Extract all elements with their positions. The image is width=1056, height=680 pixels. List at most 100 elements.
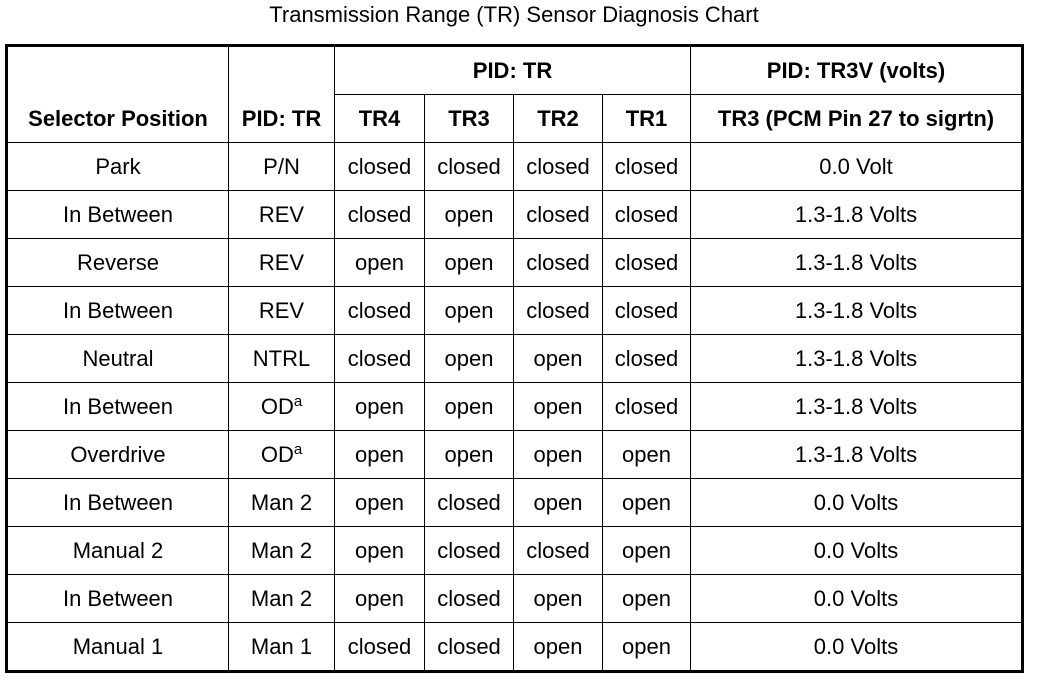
table-cell: Man 2 [228, 526, 335, 575]
table-cell: closed [334, 334, 425, 383]
table-cell: open [513, 334, 603, 383]
table-cell: closed [424, 142, 514, 191]
cell-text: OD [260, 394, 294, 419]
table-cell: open [334, 478, 425, 527]
table-cell: 0.0 Volts [690, 574, 1023, 623]
table-row: Reverse REV open open closed closed 1.3-1.8 Vo… [6, 238, 1023, 287]
table-cell: open [334, 382, 425, 431]
table-cell: open [424, 382, 514, 431]
table-cell: open [513, 478, 603, 527]
table-cell: closed [602, 382, 691, 431]
table-cell: open [513, 622, 603, 672]
table-cell: open [334, 430, 425, 479]
table-cell: closed [334, 142, 425, 191]
table-cell: open [424, 190, 514, 239]
table-cell: closed [513, 190, 603, 239]
table-cell: open [513, 382, 603, 431]
table-cell: open [602, 622, 691, 672]
table-row: Overdrive ODa open open open open 1.3-1.8 Volt… [6, 430, 1023, 479]
table-cell: ODa [228, 430, 335, 479]
table-cell: 1.3-1.8 Volts [690, 286, 1023, 335]
table-row: In Between ODa open open open closed 1.3-1.8 V… [6, 382, 1023, 431]
header-cell: TR3 (PCM Pin 27 to sigrtn) [690, 94, 1023, 143]
header-cell: PID: TR [334, 45, 691, 95]
table-cell: open [424, 286, 514, 335]
table-cell: open [602, 526, 691, 575]
footnote-mark: a [293, 441, 303, 458]
table-cell: closed [424, 622, 514, 672]
table-row: Park P/N closed closed closed closed 0.0 Volt [6, 142, 1023, 191]
diagnosis-table: Selector Position PID: TR PID: TR PID: T… [5, 44, 1024, 673]
table-cell: closed [513, 286, 603, 335]
table-cell: REV [228, 238, 335, 287]
table-cell: In Between [6, 478, 229, 527]
table-cell: 0.0 Volt [690, 142, 1023, 191]
table-cell: open [602, 574, 691, 623]
table-cell: open [334, 574, 425, 623]
table-cell: open [334, 526, 425, 575]
table-cell: closed [602, 190, 691, 239]
table-cell: closed [334, 622, 425, 672]
table-cell: closed [602, 334, 691, 383]
table-cell: open [513, 574, 603, 623]
table-cell: NTRL [228, 334, 335, 383]
table-cell: ODa [228, 382, 335, 431]
footnote-mark: a [293, 393, 303, 410]
table-cell: Overdrive [6, 430, 229, 479]
table-cell: closed [513, 238, 603, 287]
table-cell: P/N [228, 142, 335, 191]
table-cell: 0.0 Volts [690, 622, 1023, 672]
table-cell: 0.0 Volts [690, 526, 1023, 575]
table-row: In Between REV closed open closed closed 1.3-1… [6, 286, 1023, 335]
table-cell: open [334, 238, 425, 287]
header-cell: TR4 [334, 94, 425, 143]
header-cell: TR1 [602, 94, 691, 143]
table-cell: closed [513, 526, 603, 575]
table-row: In Between Man 2 open closed open open 0.0 Vol… [6, 574, 1023, 623]
table-cell: 1.3-1.8 Volts [690, 382, 1023, 431]
table-cell: closed [602, 142, 691, 191]
table-cell: 1.3-1.8 Volts [690, 334, 1023, 383]
table-cell: closed [334, 286, 425, 335]
table-cell: 1.3-1.8 Volts [690, 190, 1023, 239]
header-cell: Selector Position [6, 45, 229, 143]
table-cell: closed [602, 238, 691, 287]
cell-text: OD [260, 442, 294, 467]
table-cell: closed [424, 478, 514, 527]
table-cell: 0.0 Volts [690, 478, 1023, 527]
table-cell: In Between [6, 574, 229, 623]
table-cell: open [424, 334, 514, 383]
table-cell: closed [602, 286, 691, 335]
header-cell: TR3 [424, 94, 514, 143]
table-cell: closed [513, 142, 603, 191]
table-cell: Man 2 [228, 574, 335, 623]
table-cell: In Between [6, 382, 229, 431]
table-cell: Manual 1 [6, 622, 229, 672]
table-cell: In Between [6, 190, 229, 239]
table-cell: Reverse [6, 238, 229, 287]
table-cell: 1.3-1.8 Volts [690, 238, 1023, 287]
header-cell: TR2 [513, 94, 603, 143]
table-cell: Park [6, 142, 229, 191]
table-cell: 1.3-1.8 Volts [690, 430, 1023, 479]
table-row: In Between Man 2 open closed open open 0.0 Vol… [6, 478, 1023, 527]
table-cell: Manual 2 [6, 526, 229, 575]
table-cell: open [424, 238, 514, 287]
table-cell: closed [424, 526, 514, 575]
table-cell: closed [424, 574, 514, 623]
table-cell: Neutral [6, 334, 229, 383]
table-cell: REV [228, 286, 335, 335]
table-cell: REV [228, 190, 335, 239]
table-cell: closed [334, 190, 425, 239]
table-cell: open [602, 430, 691, 479]
header-cell: PID: TR [228, 45, 335, 143]
table-cell: open [602, 478, 691, 527]
table-cell: In Between [6, 286, 229, 335]
header-cell: PID: TR3V (volts) [690, 45, 1023, 95]
table-cell: open [424, 430, 514, 479]
table-cell: Man 2 [228, 478, 335, 527]
table-cell: Man 1 [228, 622, 335, 672]
chart-title: Transmission Range (TR) Sensor Diagnosis… [269, 2, 759, 27]
table-row: Manual 1 Man 1 closed closed open open 0.0 Vol… [6, 622, 1023, 672]
